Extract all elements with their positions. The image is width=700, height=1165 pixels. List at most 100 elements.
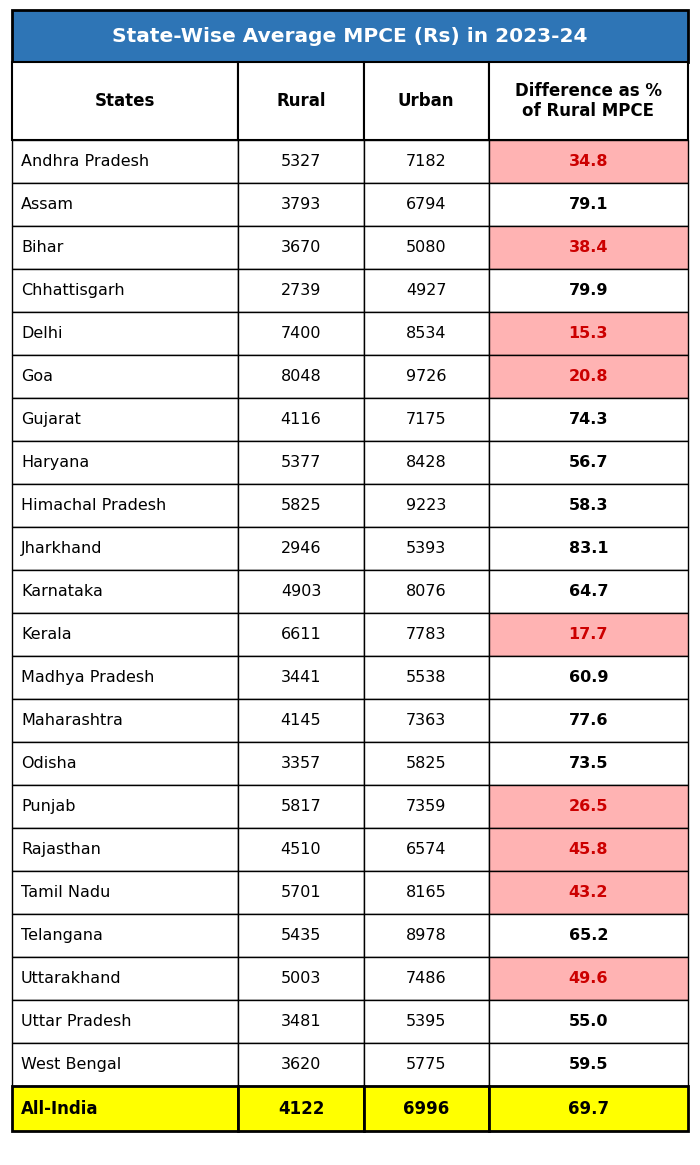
Text: 79.9: 79.9 [568, 283, 608, 298]
Bar [12, 10, 688, 62]
Bar [239, 62, 363, 140]
Text: 4903: 4903 [281, 584, 321, 599]
Text: 3793: 3793 [281, 197, 321, 212]
Text: 3481: 3481 [281, 1014, 321, 1029]
Bar [489, 355, 688, 398]
Text: 58.3: 58.3 [568, 497, 608, 513]
Bar [12, 742, 239, 785]
Text: 83.1: 83.1 [568, 541, 608, 556]
Text: 45.8: 45.8 [568, 842, 608, 857]
Text: Maharashtra: Maharashtra [21, 713, 123, 728]
Bar [12, 699, 239, 742]
Text: 56.7: 56.7 [568, 456, 608, 469]
Bar [489, 570, 688, 613]
Bar [489, 62, 688, 140]
Text: 5817: 5817 [281, 799, 321, 814]
Bar [12, 183, 239, 226]
Text: Urban: Urban [398, 92, 454, 110]
Bar [239, 699, 363, 742]
Bar [489, 742, 688, 785]
Text: 4510: 4510 [281, 842, 321, 857]
Text: 8076: 8076 [406, 584, 447, 599]
Bar [363, 140, 489, 183]
Text: Assam: Assam [21, 197, 74, 212]
Bar [239, 483, 363, 527]
Bar [12, 1086, 239, 1131]
Bar [239, 915, 363, 956]
Text: 7363: 7363 [406, 713, 446, 728]
Bar [239, 355, 363, 398]
Bar [239, 398, 363, 442]
Bar [12, 483, 239, 527]
Text: 8165: 8165 [406, 885, 447, 901]
Bar [239, 956, 363, 1000]
Text: 2739: 2739 [281, 283, 321, 298]
Text: 65.2: 65.2 [568, 929, 608, 942]
Bar [489, 828, 688, 871]
Bar [489, 183, 688, 226]
Bar [363, 871, 489, 915]
Bar [489, 269, 688, 312]
Bar [239, 1086, 363, 1131]
Bar [12, 269, 239, 312]
Bar [489, 1086, 688, 1131]
Text: West Bengal: West Bengal [21, 1057, 121, 1072]
Text: Difference as %
of Rural MPCE: Difference as % of Rural MPCE [514, 82, 662, 120]
Bar [489, 656, 688, 699]
Bar [12, 956, 239, 1000]
Text: 77.6: 77.6 [568, 713, 608, 728]
Bar [363, 915, 489, 956]
Text: 6996: 6996 [403, 1100, 449, 1117]
Text: 9726: 9726 [406, 369, 447, 384]
Bar [363, 62, 489, 140]
Text: 73.5: 73.5 [568, 756, 608, 771]
Bar [363, 1000, 489, 1043]
Text: 7182: 7182 [406, 154, 447, 169]
Bar [489, 613, 688, 656]
Bar [363, 656, 489, 699]
Text: 8978: 8978 [406, 929, 447, 942]
Bar [363, 742, 489, 785]
Text: Madhya Pradesh: Madhya Pradesh [21, 670, 155, 685]
Text: States: States [95, 92, 155, 110]
Bar [363, 613, 489, 656]
Bar [12, 828, 239, 871]
Bar [12, 656, 239, 699]
Text: 4122: 4122 [278, 1100, 324, 1117]
Bar [363, 699, 489, 742]
Text: 43.2: 43.2 [568, 885, 608, 901]
Text: 26.5: 26.5 [568, 799, 608, 814]
Bar [363, 269, 489, 312]
Bar [239, 828, 363, 871]
Text: 34.8: 34.8 [568, 154, 608, 169]
Text: 15.3: 15.3 [568, 326, 608, 341]
Bar [239, 312, 363, 355]
Bar [239, 527, 363, 570]
Bar [239, 613, 363, 656]
Bar [489, 1043, 688, 1086]
Text: 4927: 4927 [406, 283, 447, 298]
Bar [489, 140, 688, 183]
Bar [363, 785, 489, 828]
Text: 5538: 5538 [406, 670, 447, 685]
Text: 8048: 8048 [281, 369, 321, 384]
Bar [239, 1043, 363, 1086]
Bar [239, 570, 363, 613]
Text: Andhra Pradesh: Andhra Pradesh [21, 154, 149, 169]
Text: 17.7: 17.7 [568, 627, 608, 642]
Text: Goa: Goa [21, 369, 53, 384]
Bar [489, 699, 688, 742]
Text: Delhi: Delhi [21, 326, 62, 341]
Text: 3357: 3357 [281, 756, 321, 771]
Text: 8428: 8428 [406, 456, 447, 469]
Bar [239, 183, 363, 226]
Text: 79.1: 79.1 [568, 197, 608, 212]
Bar [489, 483, 688, 527]
Text: 5080: 5080 [406, 240, 447, 255]
Text: 5393: 5393 [406, 541, 446, 556]
Bar [12, 398, 239, 442]
Text: State-Wise Average MPCE (Rs) in 2023-24: State-Wise Average MPCE (Rs) in 2023-24 [112, 27, 588, 45]
Bar [363, 183, 489, 226]
Bar [12, 140, 239, 183]
Bar [239, 226, 363, 269]
